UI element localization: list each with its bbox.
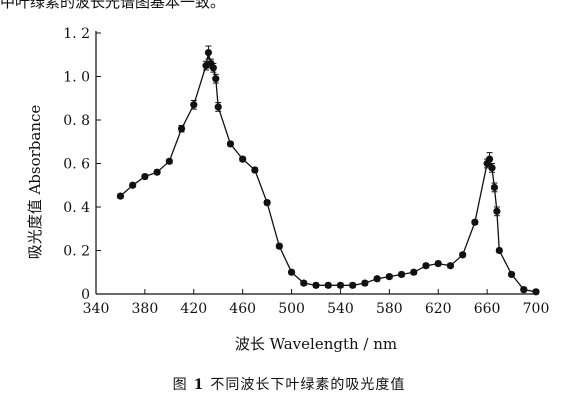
caption-prefix: 图 xyxy=(172,377,188,393)
data-point xyxy=(324,281,332,289)
x-tick-label: 380 xyxy=(132,301,159,317)
y-axis-ticks: 0 0. 2 0. 4 0. 6 0. 8 1. 0 1. 2 xyxy=(63,26,101,303)
chart-axes xyxy=(95,31,538,295)
data-point xyxy=(495,246,503,255)
absorbance-line xyxy=(119,52,537,293)
caption-number: 1 xyxy=(193,377,205,393)
data-point xyxy=(239,155,247,163)
y-tick-label: 0. 2 xyxy=(63,244,90,260)
x-tick-label: 580 xyxy=(376,301,403,317)
data-point xyxy=(373,275,381,283)
data-point xyxy=(507,270,516,279)
data-point xyxy=(177,125,186,133)
data-point xyxy=(488,164,496,172)
data-point xyxy=(204,48,213,57)
data-point xyxy=(446,262,455,270)
data-point xyxy=(153,168,161,176)
y-tick-label: 0 xyxy=(81,287,90,303)
data-point xyxy=(485,155,494,163)
caption-text: 不同波长下叶绿素的吸光度值 xyxy=(210,377,406,393)
x-tick-label: 700 xyxy=(523,301,550,317)
data-point xyxy=(312,281,320,289)
data-point xyxy=(209,64,217,72)
data-point xyxy=(287,268,296,276)
figure-caption: 图 1 不同波长下叶绿素的吸光度值 xyxy=(0,374,578,394)
data-point xyxy=(226,140,235,148)
data-point xyxy=(349,281,357,289)
y-tick-label: 0. 8 xyxy=(63,113,90,129)
top-text-fragment: 中叶绿素的波长光谱图基本一致。 xyxy=(0,0,226,11)
x-tick-label: 460 xyxy=(229,301,256,317)
data-point xyxy=(214,103,222,111)
y-tick-label: 0. 4 xyxy=(63,200,90,216)
plot-area xyxy=(116,45,540,296)
data-point xyxy=(385,273,393,281)
data-point xyxy=(361,279,369,287)
data-point xyxy=(490,183,499,192)
x-tick-label: 420 xyxy=(180,301,207,317)
data-point xyxy=(422,262,430,270)
absorbance-chart: 340 380 420 460 500 540 580 620 660 700 0 0. 2 0. 4… xyxy=(26,26,550,353)
x-axis-ticks: 340 380 420 460 500 540 580 620 660 700 xyxy=(83,289,550,317)
data-point xyxy=(520,286,528,294)
data-point xyxy=(471,218,479,226)
y-tick-label: 1. 2 xyxy=(63,26,90,42)
data-point xyxy=(410,268,418,276)
data-point xyxy=(141,172,149,181)
data-point xyxy=(397,270,406,279)
data-point xyxy=(251,166,259,174)
data-point xyxy=(493,207,501,215)
y-tick-label: 1. 0 xyxy=(63,70,90,86)
data-point xyxy=(275,242,283,250)
x-tick-label: 500 xyxy=(278,301,305,317)
data-point xyxy=(129,181,137,189)
data-point xyxy=(300,279,308,287)
x-tick-label: 340 xyxy=(83,301,110,317)
data-point xyxy=(459,251,467,259)
x-tick-label: 660 xyxy=(474,301,501,317)
data-point xyxy=(336,281,345,289)
data-point xyxy=(212,75,220,83)
data-point xyxy=(434,259,442,268)
y-tick-label: 0. 6 xyxy=(63,157,90,173)
data-point xyxy=(165,157,173,165)
data-point xyxy=(116,192,125,200)
data-point xyxy=(263,199,271,207)
x-axis-label: 波长 Wavelength / nm xyxy=(235,335,397,353)
y-axis-label: 吸光度值 Absorbance xyxy=(26,105,44,260)
x-tick-label: 620 xyxy=(425,301,452,317)
x-tick-label: 540 xyxy=(327,301,354,317)
data-point xyxy=(532,288,540,296)
data-point xyxy=(190,101,198,109)
